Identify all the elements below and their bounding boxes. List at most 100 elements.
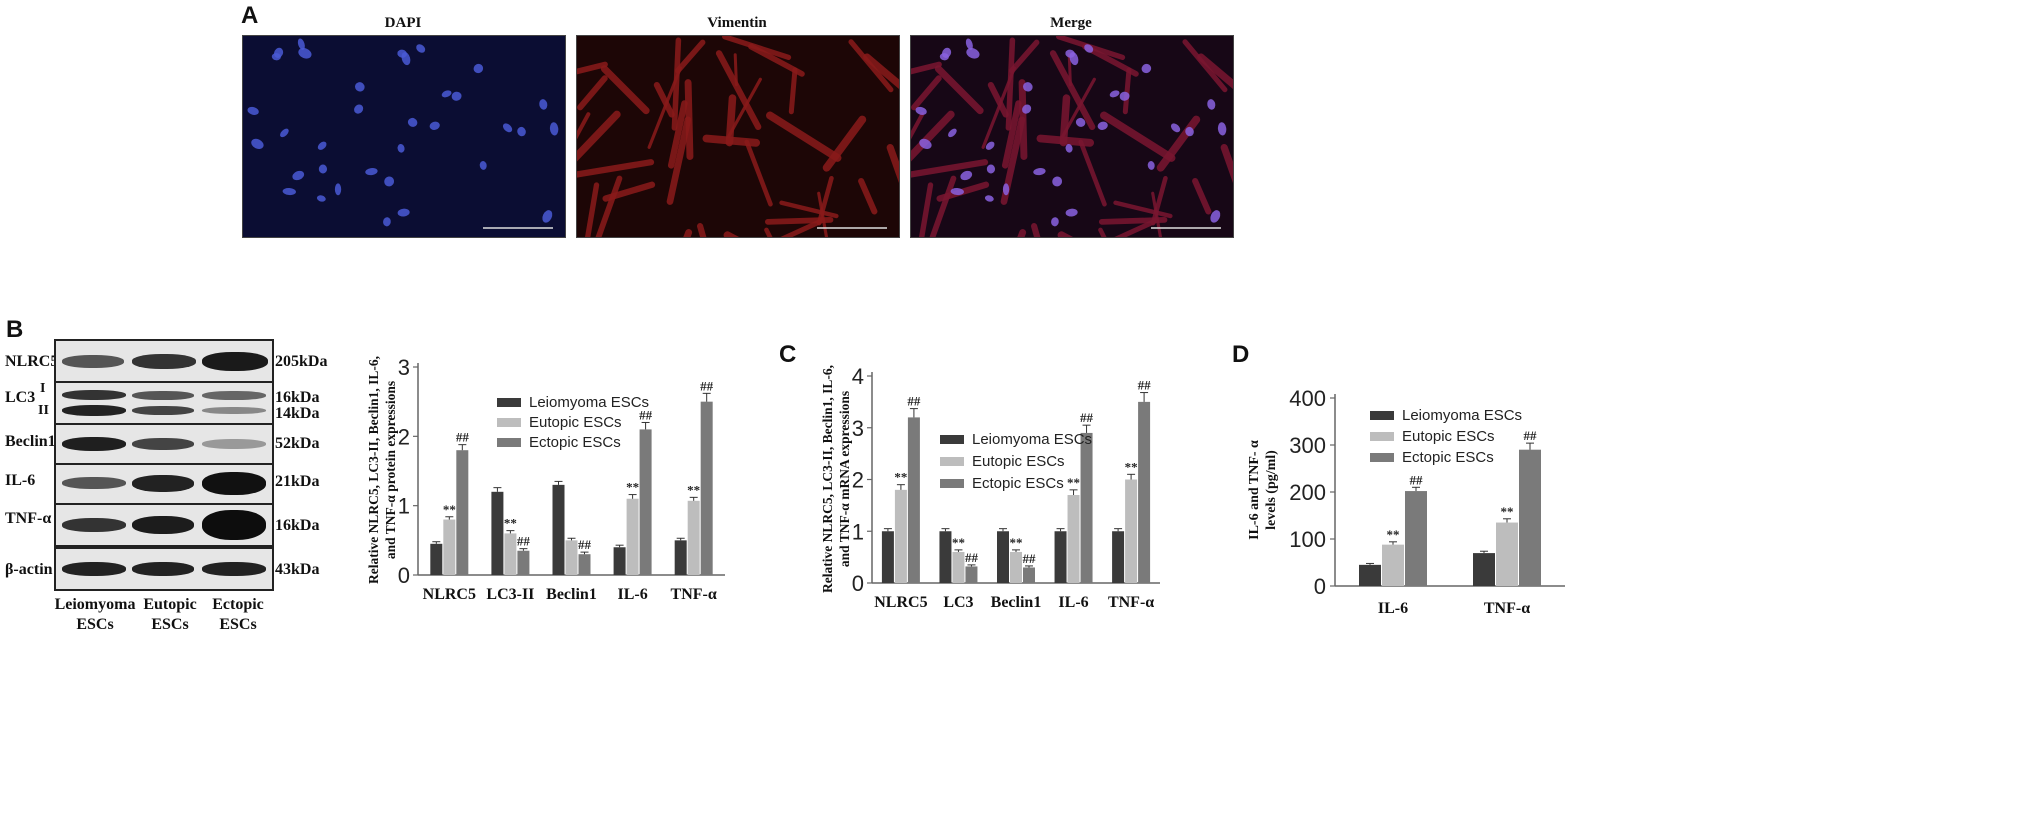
nucleus	[1170, 123, 1181, 133]
significance-mark: **	[1501, 504, 1514, 519]
blot-col-leiomyoma: Leiomyoma ESCs	[45, 595, 145, 635]
bar	[504, 533, 517, 575]
significance-mark: **	[443, 502, 456, 517]
nucleus	[297, 38, 305, 50]
significance-mark: **	[952, 535, 965, 550]
legend-swatch	[940, 435, 964, 444]
kda-nlrc5: 205kDa	[275, 353, 328, 370]
bar	[1125, 479, 1138, 583]
y-axis-label-line: and TNF-α protein expressions	[383, 381, 398, 559]
bar	[578, 554, 591, 575]
vimentin-filament	[1009, 39, 1040, 74]
vimentin-filament	[671, 37, 682, 131]
bar	[1054, 531, 1067, 583]
vimentin-filament	[666, 116, 692, 205]
nucleus	[292, 170, 305, 181]
bar	[1138, 401, 1151, 583]
vimentin-filament	[744, 139, 773, 207]
blot-col-ectopic-line2: ESCs	[219, 616, 257, 633]
nucleus	[316, 195, 326, 202]
y-tick-label: 1	[852, 519, 864, 544]
legend-label: Eutopic ESCs	[1402, 428, 1495, 445]
y-axis-label-line: IL-6 and TNF- α	[1247, 440, 1262, 540]
y-tick-label: 2	[398, 424, 410, 449]
nucleus	[915, 106, 927, 115]
nucleus	[1119, 91, 1130, 101]
kda-beta-actin: 43kDa	[275, 561, 320, 578]
blot-label-lc3-i: I	[40, 381, 46, 396]
bar	[491, 491, 504, 575]
nucleus	[1052, 176, 1063, 187]
legend-label: Eutopic ESCs	[972, 453, 1065, 470]
nucleus	[502, 123, 513, 133]
bar	[1067, 495, 1080, 583]
y-tick-label: 200	[1289, 480, 1326, 505]
legend-swatch	[940, 479, 964, 488]
vimentin-filament	[911, 159, 989, 178]
vimentin-filament	[675, 39, 706, 74]
significance-mark: ##	[700, 378, 714, 393]
significance-mark: ##	[1023, 551, 1037, 566]
significance-mark: ##	[639, 407, 653, 422]
panel-letter-b: B	[6, 316, 24, 343]
bar	[517, 550, 530, 575]
nucleus	[1210, 210, 1221, 223]
nucleus	[1141, 63, 1152, 74]
y-tick-label: 1	[398, 494, 410, 519]
vimentin-filament	[848, 39, 894, 93]
nucleus	[1147, 161, 1155, 170]
legend-label: Leiomyoma ESCs	[529, 394, 649, 411]
y-axis-label: Relative NLRC5, LC3-II, Beclin1, IL-6, an…	[820, 365, 852, 593]
vimentin-filament	[766, 111, 842, 162]
vimentin-filament	[595, 175, 623, 237]
x-category-label: LC3-II	[486, 586, 534, 603]
legend-swatch	[1370, 432, 1394, 441]
x-category-label: TNF-α	[671, 586, 717, 603]
legend-label: Ectopic ESCs	[1402, 449, 1494, 466]
vimentin-title: Vimentin	[707, 15, 767, 31]
vimentin-filament	[1113, 200, 1173, 219]
nucleus	[251, 138, 264, 149]
vimentin-filament	[1098, 227, 1107, 237]
significance-mark: ##	[965, 550, 979, 565]
vimentin-filament	[733, 53, 738, 87]
blot-col-leiomyoma-line2: ESCs	[76, 616, 114, 633]
y-axis-label-line: and TNF-α mRNA expressions	[837, 391, 852, 567]
vimentin-filament	[1067, 53, 1072, 87]
nucleus	[919, 138, 932, 149]
vimentin-filament	[1018, 79, 1028, 160]
vimentin-filament	[577, 112, 591, 140]
legend-label: Ectopic ESCs	[972, 475, 1064, 492]
significance-mark: **	[504, 516, 517, 531]
vimentin-filament	[600, 65, 650, 115]
blot-col-eutopic-line1: Eutopic	[143, 596, 197, 613]
vimentin-filament	[577, 75, 608, 111]
legend-label: Eutopic ESCs	[529, 414, 622, 431]
bar	[1080, 432, 1093, 583]
bar	[894, 489, 907, 583]
legend-label: Leiomyoma ESCs	[1402, 407, 1522, 424]
bar	[700, 401, 713, 575]
significance-mark: ##	[1410, 472, 1424, 487]
bar	[626, 498, 639, 575]
significance-mark: ##	[1080, 410, 1094, 425]
bar	[639, 429, 652, 575]
blot-label-lc3-ii: II	[38, 403, 49, 418]
bar	[443, 519, 456, 575]
dapi-title: DAPI	[384, 15, 422, 31]
significance-mark: **	[1125, 459, 1138, 474]
merge-title: Merge	[1050, 15, 1092, 31]
blot-label-il6: IL-6	[5, 472, 36, 489]
vimentin-filament	[1151, 191, 1163, 237]
vimentin-filament	[779, 200, 839, 219]
vimentin-filament	[1005, 37, 1016, 131]
y-tick-label: 0	[1314, 574, 1326, 599]
vimentin-filament	[727, 77, 762, 138]
nucleus	[517, 126, 526, 137]
vimentin-filament	[1182, 39, 1228, 93]
nucleus	[280, 128, 289, 138]
bar	[1112, 531, 1125, 583]
blot-label-nlrc5: NLRC5	[5, 353, 59, 370]
nucleus	[539, 99, 548, 110]
